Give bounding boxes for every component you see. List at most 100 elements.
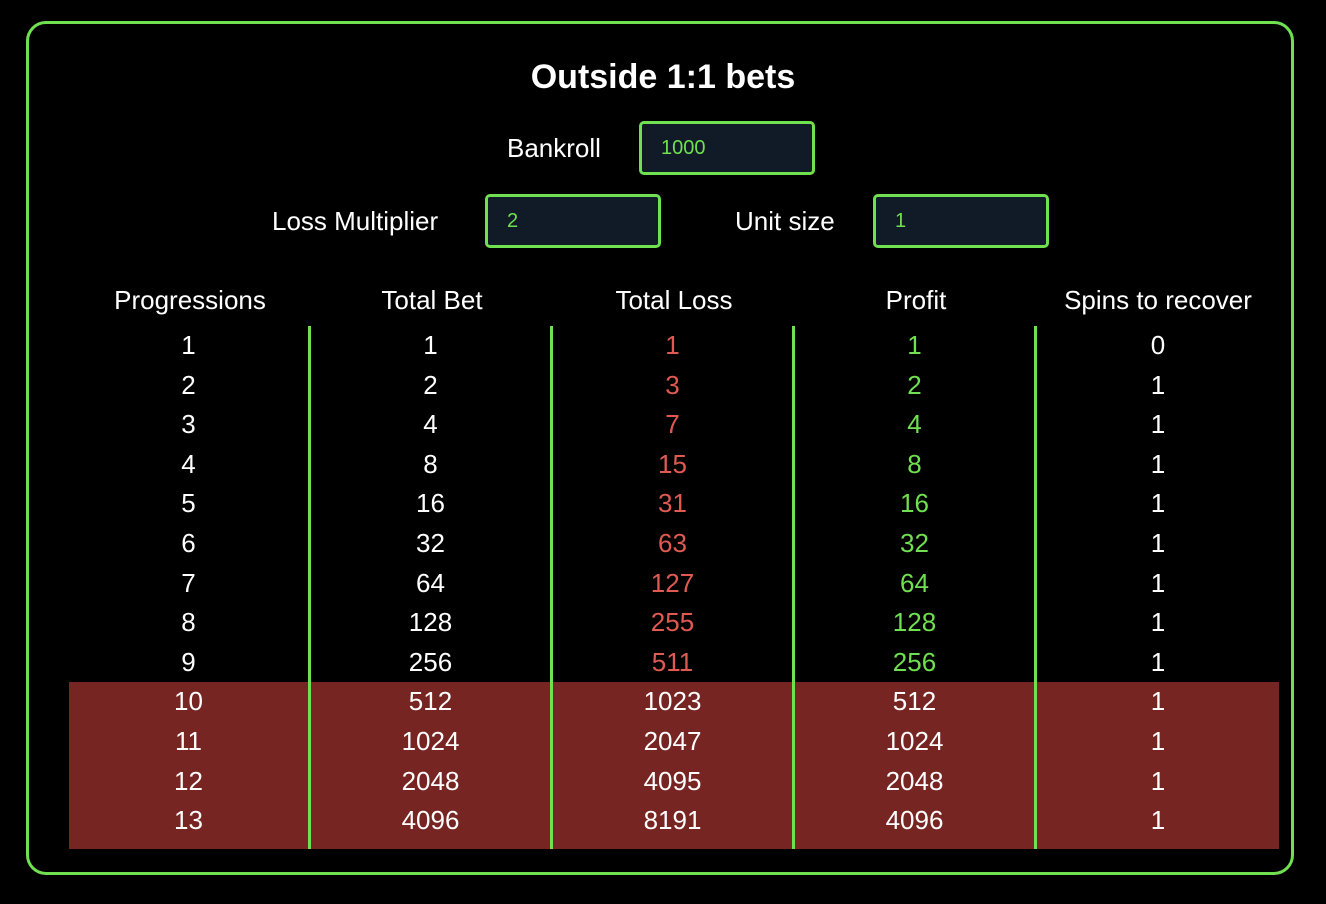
bankroll-input[interactable] [639, 121, 815, 175]
cell-progression: 12 [69, 761, 311, 802]
cell-total-loss: 31 [553, 484, 795, 524]
table-row: 6 32 63 32 1 [69, 523, 1279, 564]
cell-progression: 8 [69, 603, 311, 643]
header-progressions: Progressions [114, 285, 266, 315]
cell-total-bet: 4 [311, 405, 553, 445]
table-bottom-padding-cell [69, 840, 311, 849]
cell-total-loss: 7 [553, 405, 795, 445]
cell-profit: 8 [795, 444, 1037, 485]
cell-spins-to-recover: 1 [1150, 409, 1166, 440]
cell-progression: 3 [69, 405, 311, 445]
header-spins-to-recover: Spins to recover [1064, 285, 1252, 315]
table-row: 10 512 1023 512 1 [69, 682, 1279, 722]
cell-total-bet: 8 [311, 444, 553, 485]
cell-progression: 13 [69, 801, 311, 841]
cell-total-loss: 127 [553, 563, 795, 604]
cell-profit: 64 [795, 563, 1037, 604]
table-row: 7 64 127 64 1 [69, 563, 1279, 604]
cell-spins-to-recover: 1 [1150, 369, 1166, 400]
cell-profit: 4096 [795, 801, 1037, 841]
cell-progression: 5 [69, 484, 311, 524]
calculator-panel [26, 21, 1294, 875]
unit-size-input[interactable] [873, 194, 1049, 248]
cell-total-bet: 2048 [311, 761, 553, 802]
cell-spins-to-recover: 1 [1150, 725, 1166, 756]
table-bottom-padding-cell [553, 840, 795, 849]
table-bottom-padding-cell [1037, 841, 1279, 849]
cell-total-loss: 4095 [553, 761, 795, 802]
table-row: 4 8 15 8 1 [69, 444, 1279, 485]
cell-profit: 512 [795, 682, 1037, 722]
table-row: 9 256 511 256 1 [69, 642, 1279, 683]
cell-spins-to-recover: 1 [1150, 567, 1166, 598]
table-body: 1 1 1 1 0 2 2 3 2 1 3 4 7 4 1 4 8 15 8 1 5 16 31 16 1 6 32 63 32 1 7 64… [69, 326, 1279, 849]
table-header: Progressions Total Bet Total Loss Profit… [69, 280, 1279, 326]
table-row: 8 128 255 128 1 [69, 603, 1279, 643]
cell-progression: 4 [69, 444, 311, 485]
table-row: 13 4096 8191 4096 1 [69, 801, 1279, 841]
cell-progression: 11 [69, 721, 311, 762]
cell-spins-to-recover: 0 [1150, 330, 1166, 360]
cell-total-bet: 32 [311, 523, 553, 564]
unit-size-label: Unit size [735, 206, 835, 236]
cell-total-bet: 1024 [311, 721, 553, 762]
header-total-loss: Total Loss [615, 285, 733, 315]
loss-multiplier-input[interactable] [485, 194, 661, 248]
cell-total-loss: 511 [553, 642, 795, 683]
page-title: Outside 1:1 bets [530, 58, 796, 96]
table-bottom-padding-cell [795, 840, 1037, 849]
cell-total-bet: 1 [311, 326, 553, 366]
cell-progression: 7 [69, 563, 311, 604]
cell-total-bet: 128 [311, 603, 553, 643]
cell-profit: 1 [795, 326, 1037, 366]
cell-total-bet: 64 [311, 563, 553, 604]
cell-total-loss: 15 [553, 444, 795, 485]
loss-multiplier-label: Loss Multiplier [272, 206, 439, 236]
cell-total-bet: 256 [311, 642, 553, 683]
table-row: 11 1024 2047 1024 1 [69, 721, 1279, 762]
cell-spins-to-recover: 1 [1150, 527, 1166, 558]
cell-total-loss: 1 [553, 326, 795, 366]
cell-progression: 6 [69, 523, 311, 564]
cell-spins-to-recover: 1 [1150, 805, 1166, 836]
cell-profit: 32 [795, 523, 1037, 564]
cell-profit: 2048 [795, 761, 1037, 802]
cell-progression: 2 [69, 365, 311, 406]
bankroll-label: Bankroll [507, 133, 601, 163]
cell-profit: 256 [795, 642, 1037, 683]
cell-total-loss: 8191 [553, 801, 795, 841]
table-bottom-padding-cell [311, 840, 553, 849]
cell-profit: 2 [795, 365, 1037, 406]
cell-spins-to-recover: 1 [1150, 686, 1166, 717]
cell-progression: 10 [69, 682, 311, 722]
cell-progression: 1 [69, 326, 311, 366]
cell-total-loss: 3 [553, 365, 795, 406]
cell-spins-to-recover: 1 [1150, 488, 1166, 519]
cell-spins-to-recover: 1 [1150, 607, 1166, 638]
cell-total-loss: 2047 [553, 721, 795, 762]
cell-spins-to-recover: 1 [1150, 765, 1166, 796]
cell-profit: 16 [795, 484, 1037, 524]
cell-total-loss: 1023 [553, 682, 795, 722]
cell-profit: 128 [795, 603, 1037, 643]
cell-total-bet: 4096 [311, 801, 553, 841]
cell-spins-to-recover: 1 [1150, 646, 1166, 677]
cell-spins-to-recover: 1 [1150, 448, 1166, 479]
table-row: 5 16 31 16 1 [69, 484, 1279, 524]
cell-progression: 9 [69, 642, 311, 683]
header-profit: Profit [885, 285, 947, 315]
cell-total-bet: 16 [311, 484, 553, 524]
cell-total-loss: 63 [553, 523, 795, 564]
cell-total-bet: 2 [311, 365, 553, 406]
cell-profit: 4 [795, 405, 1037, 445]
table-bottom-padding [69, 840, 1279, 849]
cell-total-loss: 255 [553, 603, 795, 643]
header-total-bet: Total Bet [381, 285, 483, 315]
table-row: 12 2048 4095 2048 1 [69, 761, 1279, 802]
progression-table: Progressions Total Bet Total Loss Profit… [69, 280, 1279, 849]
cell-profit: 1024 [795, 721, 1037, 762]
cell-total-bet: 512 [311, 682, 553, 722]
